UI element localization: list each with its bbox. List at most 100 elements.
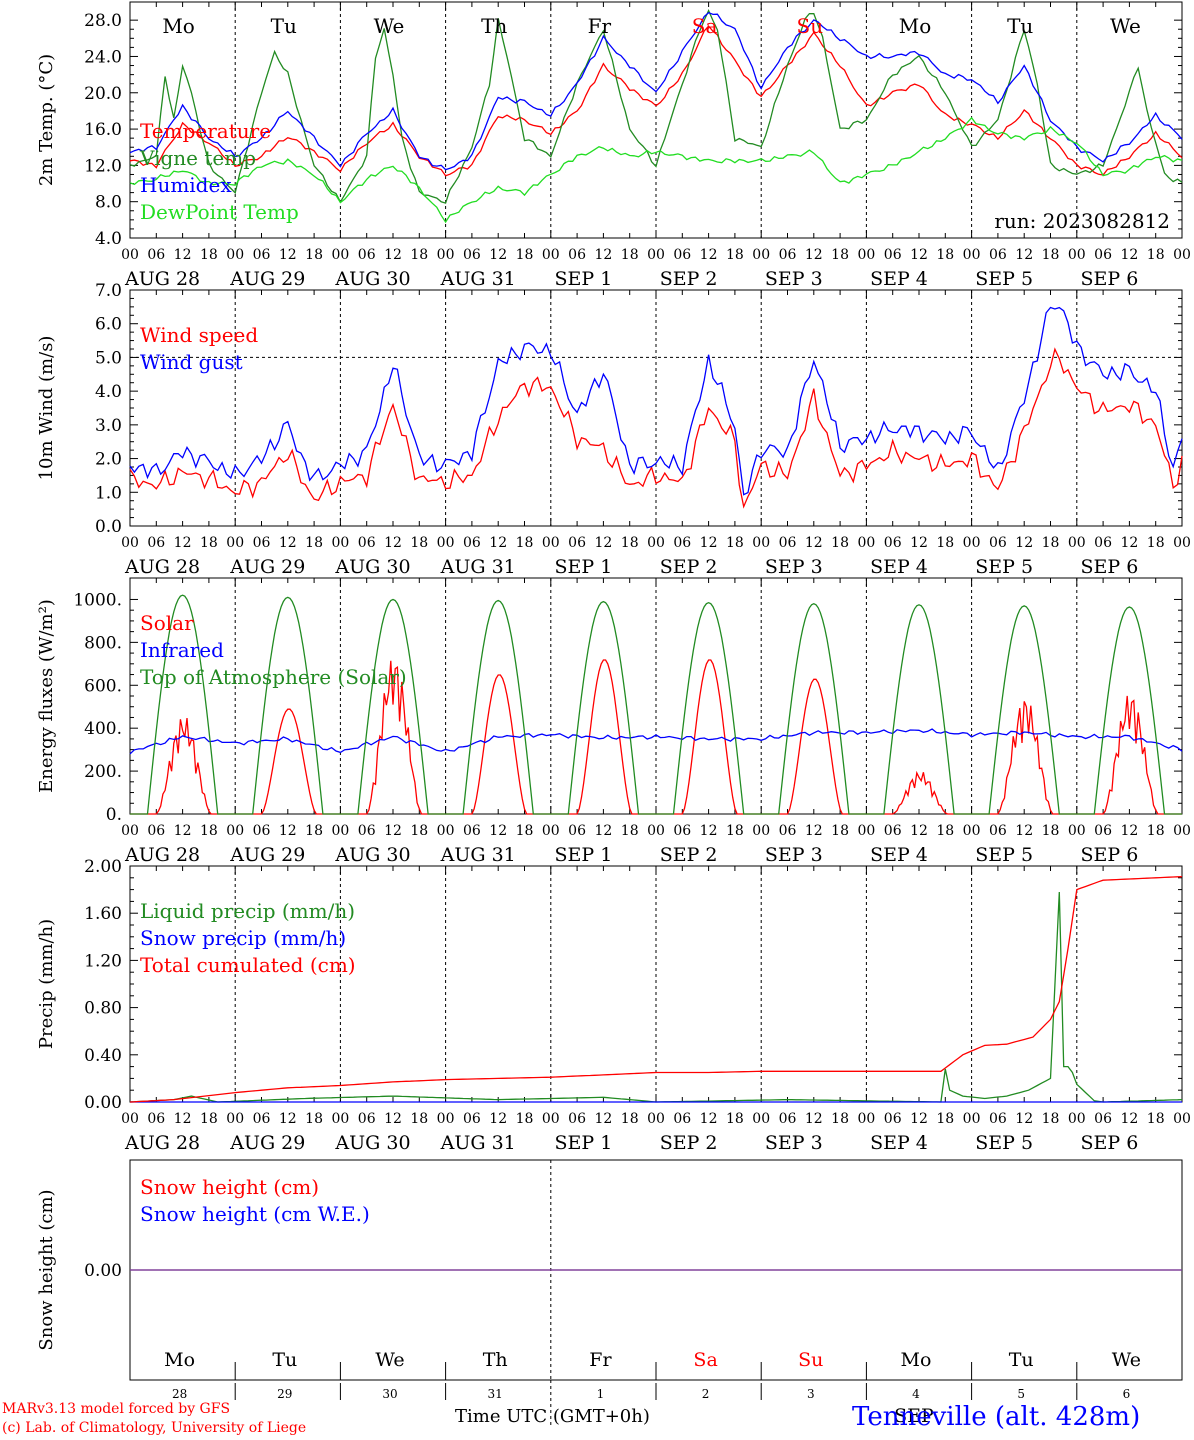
- hour-tick-label: 12: [594, 247, 612, 263]
- hour-tick-label: 18: [726, 247, 744, 263]
- date-label: AUG 28: [124, 268, 200, 290]
- hour-tick-label: 06: [147, 535, 165, 551]
- date-label: AUG 30: [334, 844, 410, 866]
- hour-tick-label: 00: [857, 1111, 875, 1127]
- hour-tick-label: 00: [437, 247, 455, 263]
- hour-tick-label: 00: [1068, 823, 1086, 839]
- day-of-week-top: Th: [481, 14, 507, 38]
- day-of-week-bottom: Fr: [589, 1349, 612, 1371]
- hour-tick-label: 12: [489, 823, 507, 839]
- legend-wind-speed: Wind speed: [140, 323, 258, 347]
- y-tick-label-energy: 200.: [84, 762, 122, 782]
- y-tick-label-temp: 28.0: [84, 11, 122, 31]
- day-of-week-top: Mo: [899, 14, 932, 38]
- y-tick-label-wind: 1.0: [95, 483, 122, 503]
- hour-tick-label: 00: [437, 1111, 455, 1127]
- hour-tick-label: 18: [516, 247, 534, 263]
- day-of-week-top: We: [1110, 14, 1141, 38]
- hour-tick-label: 18: [726, 1111, 744, 1127]
- hour-tick-label: 06: [147, 1111, 165, 1127]
- hour-tick-label: 06: [358, 823, 376, 839]
- hour-tick-label: 06: [673, 823, 691, 839]
- hour-tick-label: 12: [910, 823, 928, 839]
- series-line-wind-gust: [129, 306, 1183, 496]
- hour-tick-label: 00: [1173, 1111, 1191, 1127]
- footer-model: MARv3.13 model forced by GFS: [2, 1401, 231, 1417]
- hour-tick-label: 12: [805, 535, 823, 551]
- day-of-week-bottom: Mo: [901, 1349, 932, 1371]
- series-line-top-of-atmosphere-solar-: [130, 594, 1182, 815]
- hour-tick-label: 12: [910, 1111, 928, 1127]
- series-line-infrared: [129, 728, 1183, 755]
- series-line-temperature: [129, 25, 1183, 177]
- date-label: SEP 1: [554, 268, 612, 290]
- hour-tick-label: 12: [489, 535, 507, 551]
- hour-tick-label: 18: [305, 1111, 323, 1127]
- hour-tick-label: 18: [200, 535, 218, 551]
- hour-tick-label: 12: [594, 535, 612, 551]
- date-label: SEP 5: [975, 844, 1033, 866]
- hour-tick-label: 12: [1015, 1111, 1033, 1127]
- hour-tick-label: 12: [279, 1111, 297, 1127]
- hour-tick-label: 00: [542, 535, 560, 551]
- series-line-total-cumulated-cm-: [129, 875, 1183, 1103]
- hour-tick-label: 18: [305, 823, 323, 839]
- hour-tick-label: 00: [1173, 823, 1191, 839]
- y-axis-label-wind: 10m Wind (m/s): [36, 336, 57, 481]
- day-of-week-top: Tu: [1007, 14, 1033, 38]
- hour-tick-label: 12: [174, 1111, 192, 1127]
- date-label: AUG 31: [440, 844, 516, 866]
- day-of-week-top: Mo: [162, 14, 195, 38]
- hour-tick-label: 18: [621, 247, 639, 263]
- hour-tick-label: 18: [200, 247, 218, 263]
- y-tick-label-precip: 0.00: [84, 1093, 122, 1113]
- hour-tick-label: 06: [463, 823, 481, 839]
- hour-tick-label: 18: [200, 823, 218, 839]
- hour-tick-label: 00: [1068, 535, 1086, 551]
- hour-tick-label: 06: [989, 823, 1007, 839]
- day-number: 30: [382, 1387, 397, 1401]
- hour-tick-label: 18: [936, 535, 954, 551]
- y-tick-label-precip: 0.80: [84, 999, 122, 1019]
- hour-tick-label: 06: [989, 535, 1007, 551]
- hour-tick-label: 00: [331, 535, 349, 551]
- hour-tick-label: 12: [1120, 823, 1138, 839]
- hour-tick-label: 06: [463, 535, 481, 551]
- y-tick-label-energy: 400.: [84, 719, 122, 739]
- day-number: 28: [172, 1387, 187, 1401]
- hour-tick-label: 00: [121, 1111, 139, 1127]
- day-of-week-bottom: Th: [483, 1349, 508, 1371]
- y-tick-label-snow: 0.00: [84, 1261, 122, 1281]
- hour-tick-label: 12: [384, 247, 402, 263]
- y-tick-label-wind: 6.0: [95, 315, 122, 335]
- date-label: SEP 4: [870, 844, 928, 866]
- hour-tick-label: 00: [121, 247, 139, 263]
- hour-tick-label: 18: [516, 823, 534, 839]
- day-of-week-top: Su: [797, 14, 824, 38]
- y-tick-label-wind: 5.0: [95, 348, 122, 368]
- hour-tick-label: 18: [831, 823, 849, 839]
- hour-tick-label: 18: [831, 535, 849, 551]
- date-label: SEP 5: [975, 268, 1033, 290]
- series-line-vigne-temp: [129, 9, 1183, 204]
- y-axis-label-snow: Snow height (cm): [36, 1189, 57, 1350]
- date-label: AUG 28: [124, 556, 200, 578]
- date-label: SEP 5: [975, 1132, 1033, 1154]
- hour-tick-label: 18: [831, 1111, 849, 1127]
- day-number: 1: [597, 1387, 605, 1401]
- hour-tick-label: 06: [358, 1111, 376, 1127]
- x-axis-label: Time UTC (GMT+0h): [455, 1406, 650, 1427]
- run-label: run: 2023082812: [994, 209, 1170, 233]
- hour-tick-label: 18: [305, 535, 323, 551]
- series-line-humidex: [129, 11, 1183, 171]
- hour-tick-label: 06: [1094, 823, 1112, 839]
- hour-tick-label: 00: [1068, 1111, 1086, 1127]
- y-tick-label-temp: 4.0: [95, 229, 122, 249]
- day-of-week-bottom: We: [1112, 1349, 1141, 1371]
- hour-tick-label: 06: [884, 823, 902, 839]
- date-label: AUG 31: [440, 556, 516, 578]
- hour-tick-label: 00: [752, 1111, 770, 1127]
- date-label: SEP 6: [1080, 268, 1138, 290]
- hour-tick-label: 06: [989, 247, 1007, 263]
- hour-tick-label: 00: [752, 823, 770, 839]
